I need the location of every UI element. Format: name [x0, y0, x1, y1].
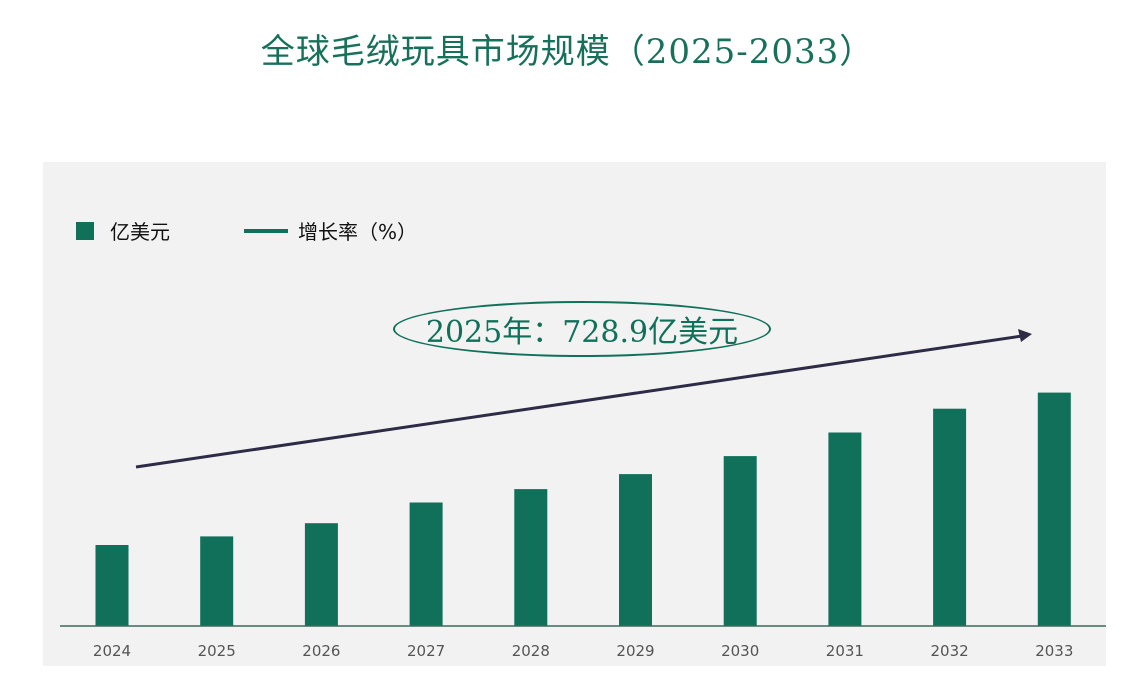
bar-2027: [409, 502, 443, 626]
bar-2028: [514, 489, 548, 626]
legend-bar-swatch: [76, 221, 94, 240]
legend-bar-label: 亿美元: [110, 220, 170, 244]
tick-label-2030: 2030: [721, 642, 759, 660]
legend-line: 增长率（%）: [244, 216, 417, 245]
tick-labels-group: 2024 2025 2026 2027 2028 2029 2030 2031 2032 2033: [93, 642, 1073, 660]
tick-label-2033: 2033: [1035, 642, 1073, 660]
bars-group: [95, 392, 1071, 626]
tick-label-2026: 2026: [302, 642, 340, 660]
tick-label-2025: 2025: [198, 642, 236, 660]
trend-arrow: [135, 329, 1032, 469]
tick-label-2031: 2031: [826, 642, 864, 660]
tick-label-2027: 2027: [407, 642, 445, 660]
tick-label-2028: 2028: [512, 642, 550, 660]
bar-2029: [619, 474, 652, 626]
callout-text: 2025年：728.9亿美元: [425, 315, 739, 350]
callout-annotation: 2025年：728.9亿美元: [393, 301, 771, 357]
bar-2024: [95, 545, 129, 626]
tick-label-2029: 2029: [616, 642, 654, 660]
bar-2032: [933, 408, 967, 626]
bar-2033: [1037, 392, 1071, 626]
tick-label-2032: 2032: [931, 642, 969, 660]
tick-label-2024: 2024: [93, 642, 131, 660]
legend-line-swatch: [244, 228, 288, 233]
bar-2026: [304, 523, 338, 626]
bar-2030: [723, 456, 757, 626]
legend-line-label: 增长率（%）: [298, 220, 418, 244]
legend-bar: 亿美元: [76, 216, 170, 245]
bar-2031: [828, 432, 862, 626]
bar-2025: [200, 536, 234, 626]
page-title: 全球毛绒玩具市场规模（2025-2033）: [260, 32, 875, 72]
